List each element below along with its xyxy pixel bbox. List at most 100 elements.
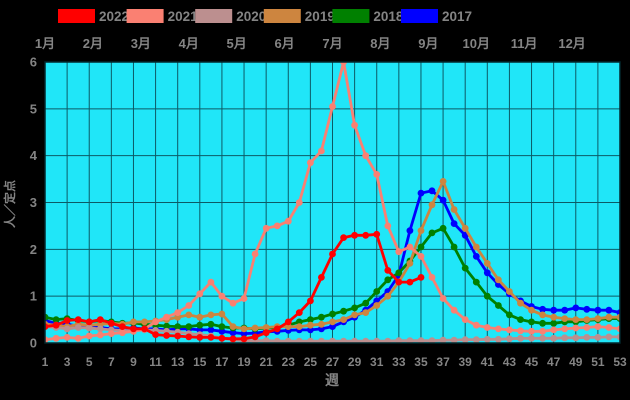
series-marker-2020 [461, 336, 469, 343]
series-marker-2018 [483, 292, 491, 300]
series-marker-2022 [417, 274, 425, 281]
series-marker-2019 [561, 315, 569, 322]
series-marker-2018 [185, 323, 193, 330]
series-marker-2018 [550, 319, 558, 327]
series-marker-2021 [262, 224, 270, 232]
series-marker-2021 [318, 147, 325, 155]
series-marker-2019 [240, 325, 248, 333]
series-marker-2017 [207, 326, 215, 334]
legend-swatch-2019 [263, 9, 301, 23]
series-marker-2018 [472, 278, 480, 286]
series-marker-2022 [340, 234, 347, 242]
series-marker-2020 [506, 335, 513, 343]
series-marker-2020 [439, 336, 447, 343]
series-marker-2022 [384, 267, 392, 274]
series-marker-2019 [185, 311, 193, 319]
series-marker-2020 [395, 337, 403, 343]
series-marker-2019 [572, 316, 580, 323]
series-marker-2019 [439, 178, 447, 185]
series-marker-2017 [539, 305, 546, 313]
series-marker-2022 [96, 316, 104, 323]
series-marker-2021 [528, 327, 535, 335]
series-marker-2019 [295, 323, 303, 330]
month-label: 7月 [322, 36, 342, 51]
series-marker-2020 [63, 325, 71, 333]
series-marker-2018 [52, 316, 60, 323]
x-tick-label: 33 [392, 355, 406, 369]
series-marker-2021 [373, 171, 381, 178]
series-marker-2017 [218, 327, 226, 335]
series-marker-2021 [406, 243, 414, 251]
series-marker-2021 [550, 326, 558, 334]
x-tick-label: 17 [215, 355, 229, 369]
legend-item-2018: 2018 [332, 9, 404, 24]
month-label: 4月 [179, 36, 199, 51]
x-tick-label: 35 [414, 355, 428, 369]
series-marker-2019 [307, 321, 314, 329]
series-marker-2018 [340, 307, 347, 315]
series-marker-2021 [616, 325, 620, 333]
series-marker-2019 [262, 324, 270, 331]
x-tick-label: 37 [436, 355, 450, 369]
x-tick-label: 19 [237, 355, 251, 369]
y-tick-label: 3 [30, 195, 37, 210]
series-marker-2021 [45, 336, 49, 343]
series-marker-2018 [439, 224, 447, 232]
series-marker-2019 [616, 313, 620, 321]
series-marker-2022 [318, 274, 325, 281]
series-marker-2019 [130, 318, 137, 326]
series-marker-2019 [351, 311, 358, 319]
series-marker-2019 [539, 311, 546, 319]
series-marker-2018 [329, 310, 336, 318]
series-marker-2018 [373, 288, 381, 295]
series-marker-2019 [329, 318, 336, 326]
month-label: 5月 [227, 36, 247, 51]
series-marker-2022 [207, 334, 215, 341]
series-marker-2019 [605, 313, 613, 321]
series-marker-2020 [295, 337, 303, 343]
series-marker-2022 [307, 297, 314, 305]
series-marker-2018 [362, 299, 370, 307]
x-tick-label: 25 [304, 355, 318, 369]
series-marker-2019 [517, 299, 524, 307]
series-marker-2019 [251, 324, 259, 332]
legend-item-2020: 2020 [195, 9, 266, 24]
month-label: 2月 [83, 36, 103, 51]
x-tick-label: 11 [149, 355, 162, 369]
series-2022 [45, 230, 425, 343]
legend-label-2018: 2018 [373, 9, 404, 24]
series-marker-2021 [218, 292, 226, 300]
series-marker-2021 [417, 253, 425, 260]
series-marker-2018 [196, 321, 204, 329]
series-marker-2020 [340, 337, 347, 343]
legend-item-2021: 2021 [126, 9, 198, 24]
x-tick-label: 1 [42, 355, 49, 369]
series-marker-2017 [307, 326, 314, 334]
series-marker-2020 [528, 334, 535, 342]
month-label: 8月 [370, 36, 390, 51]
series-marker-2021 [395, 248, 403, 256]
series-marker-2020 [318, 337, 325, 343]
series-marker-2019 [218, 310, 226, 318]
x-tick-label: 5 [86, 355, 93, 369]
series-marker-2017 [417, 189, 425, 197]
legend-label-2019: 2019 [305, 9, 335, 24]
series-marker-2020 [495, 335, 502, 343]
series-marker-2021 [207, 278, 215, 286]
x-tick-label: 21 [259, 355, 273, 369]
y-axis-ticks: 0 1 2 3 4 5 6 [30, 55, 38, 351]
series-marker-2019 [428, 201, 436, 209]
legend-label-2022: 2022 [99, 9, 129, 24]
series-marker-2020 [329, 337, 336, 343]
series-marker-2019 [362, 309, 370, 316]
series-marker-2020 [362, 337, 370, 343]
series-marker-2020 [594, 334, 602, 341]
series-marker-2022 [395, 278, 403, 286]
series-marker-2021 [517, 327, 524, 335]
legend-swatch-2021 [126, 9, 164, 23]
series-marker-2020 [450, 336, 458, 343]
series-marker-2018 [45, 313, 49, 321]
series-marker-2020 [583, 334, 591, 341]
series-marker-2022 [63, 317, 71, 324]
series-marker-2021 [439, 295, 447, 302]
